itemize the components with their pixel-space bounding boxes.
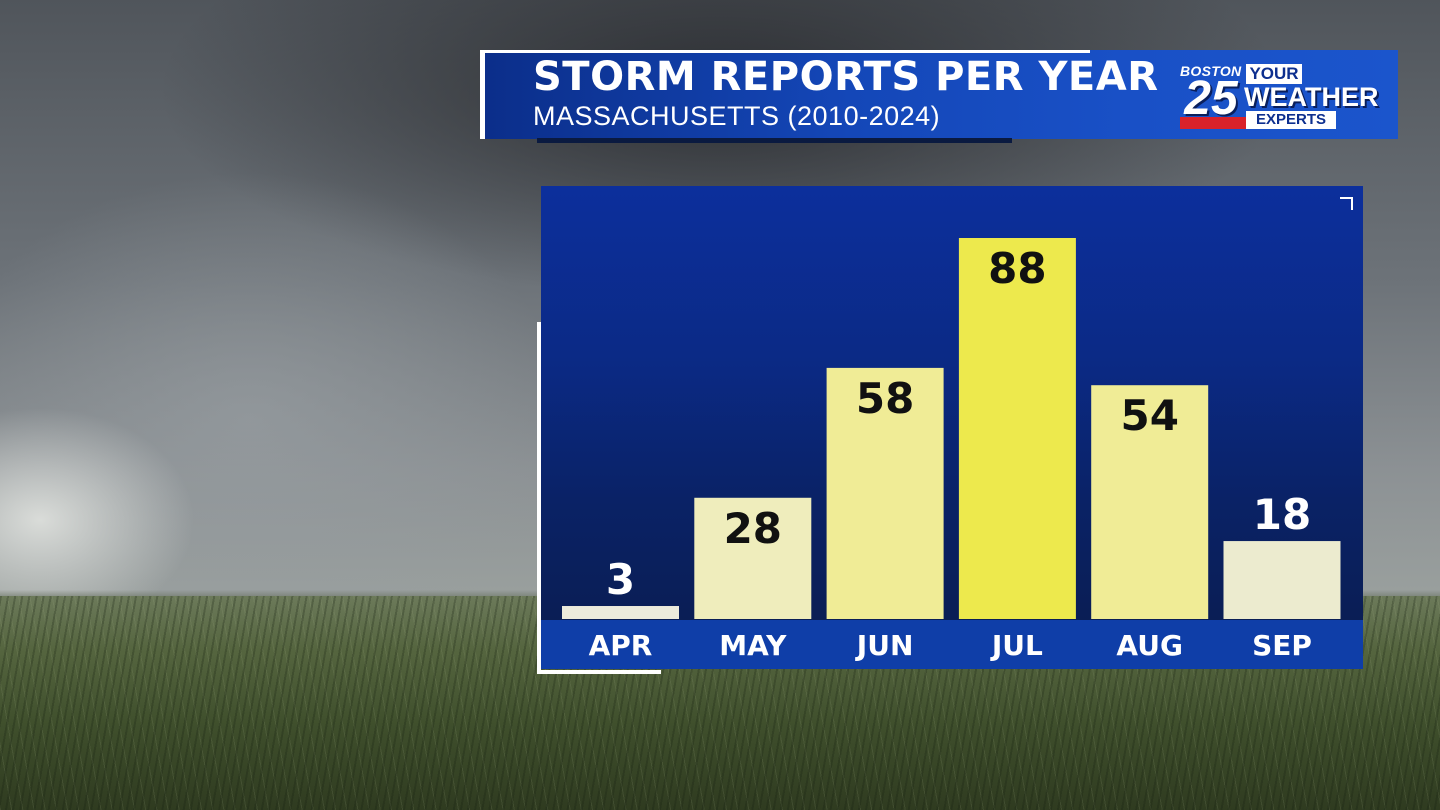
x-axis-band — [541, 620, 1363, 669]
logo-experts: EXPERTS — [1246, 111, 1336, 129]
panel-corner-mark — [1340, 197, 1353, 210]
logo-red-bar — [1180, 117, 1246, 129]
category-label-jun: JUN — [855, 629, 914, 662]
bar-aug — [1091, 385, 1209, 619]
panel-frame-bottom — [537, 670, 661, 674]
chart-title: STORM REPORTS PER YEAR — [533, 54, 1159, 100]
logo-your: YOUR — [1246, 64, 1302, 84]
category-label-sep: SEP — [1252, 629, 1312, 662]
bar-chart: 3 APR 28 MAY 58 JUN 88 JUL 54 AUG 18 SEP — [562, 238, 1341, 662]
bar-jun — [826, 367, 944, 619]
category-label-may: MAY — [719, 629, 787, 662]
category-label-jul: JUL — [990, 629, 1043, 662]
logo-weather: WEATHER — [1244, 82, 1379, 112]
category-label-apr: APR — [589, 629, 653, 662]
value-label-may: 28 — [724, 504, 782, 553]
category-label-aug: AUG — [1116, 629, 1183, 662]
chart-subtitle: MASSACHUSETTS (2010-2024) — [533, 101, 941, 131]
panel-frame-left — [537, 322, 541, 674]
bar-apr — [562, 606, 679, 619]
banner-top-line — [480, 50, 1090, 53]
value-label-apr: 3 — [606, 555, 635, 604]
value-label-sep: 18 — [1253, 490, 1311, 539]
bar-jul — [958, 238, 1076, 619]
bar-sep — [1223, 541, 1341, 619]
banner-underline — [537, 138, 1012, 143]
logo-number: 25 — [1184, 72, 1238, 125]
value-label-jun: 58 — [856, 374, 914, 423]
bar-may — [694, 497, 812, 619]
logo-city: BOSTON — [1180, 63, 1242, 79]
value-label-jul: 88 — [988, 244, 1046, 293]
value-label-aug: 54 — [1120, 391, 1178, 440]
station-logo: 25 BOSTON YOUR WEATHER EXPERTS — [1178, 63, 1390, 131]
